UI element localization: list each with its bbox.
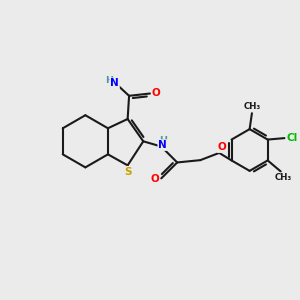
Text: O: O [152, 88, 161, 98]
Text: Cl: Cl [287, 133, 298, 142]
Text: O: O [218, 142, 226, 152]
Text: CH₃: CH₃ [275, 173, 292, 182]
Text: N: N [110, 78, 119, 88]
Text: H: H [105, 76, 113, 85]
Text: S: S [124, 167, 131, 177]
Text: CH₃: CH₃ [244, 102, 261, 111]
Text: N: N [158, 140, 167, 150]
Text: H: H [159, 136, 167, 145]
Text: O: O [151, 174, 159, 184]
